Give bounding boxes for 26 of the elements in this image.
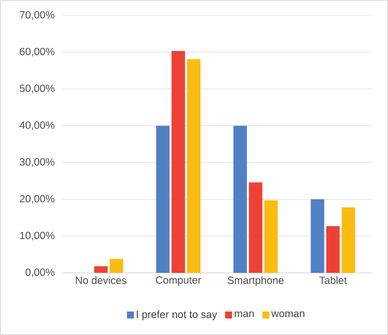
bar — [94, 266, 108, 273]
x-tick-label: No devices — [76, 276, 126, 284]
bar — [110, 258, 124, 273]
bar — [156, 126, 170, 273]
bar — [342, 207, 356, 273]
bar — [172, 51, 186, 273]
y-tick-label: 50,00% — [20, 84, 54, 94]
y-tick-label: 20,00% — [20, 194, 54, 204]
bar — [187, 59, 200, 273]
x-tick-label: Computer — [156, 276, 202, 286]
x-tick-label: Smartphone — [228, 276, 284, 286]
bar — [326, 226, 340, 273]
y-tick-label: 30,00% — [20, 158, 54, 167]
bar — [264, 200, 278, 273]
y-tick-label: 40,00% — [20, 121, 54, 130]
y-tick-label: 0,00% — [26, 268, 54, 278]
x-tick-label: Tablet — [319, 276, 347, 284]
legend-label: woman — [271, 311, 304, 318]
legend-label: I prefer not to say — [136, 310, 218, 320]
bar — [233, 126, 247, 273]
bar — [310, 199, 324, 273]
bar — [248, 182, 262, 273]
legend-label: man — [234, 311, 254, 318]
y-tick-label: 60,00% — [20, 48, 54, 56]
y-tick-label: 70,00% — [20, 11, 54, 20]
y-tick-label: 10,00% — [20, 232, 54, 240]
